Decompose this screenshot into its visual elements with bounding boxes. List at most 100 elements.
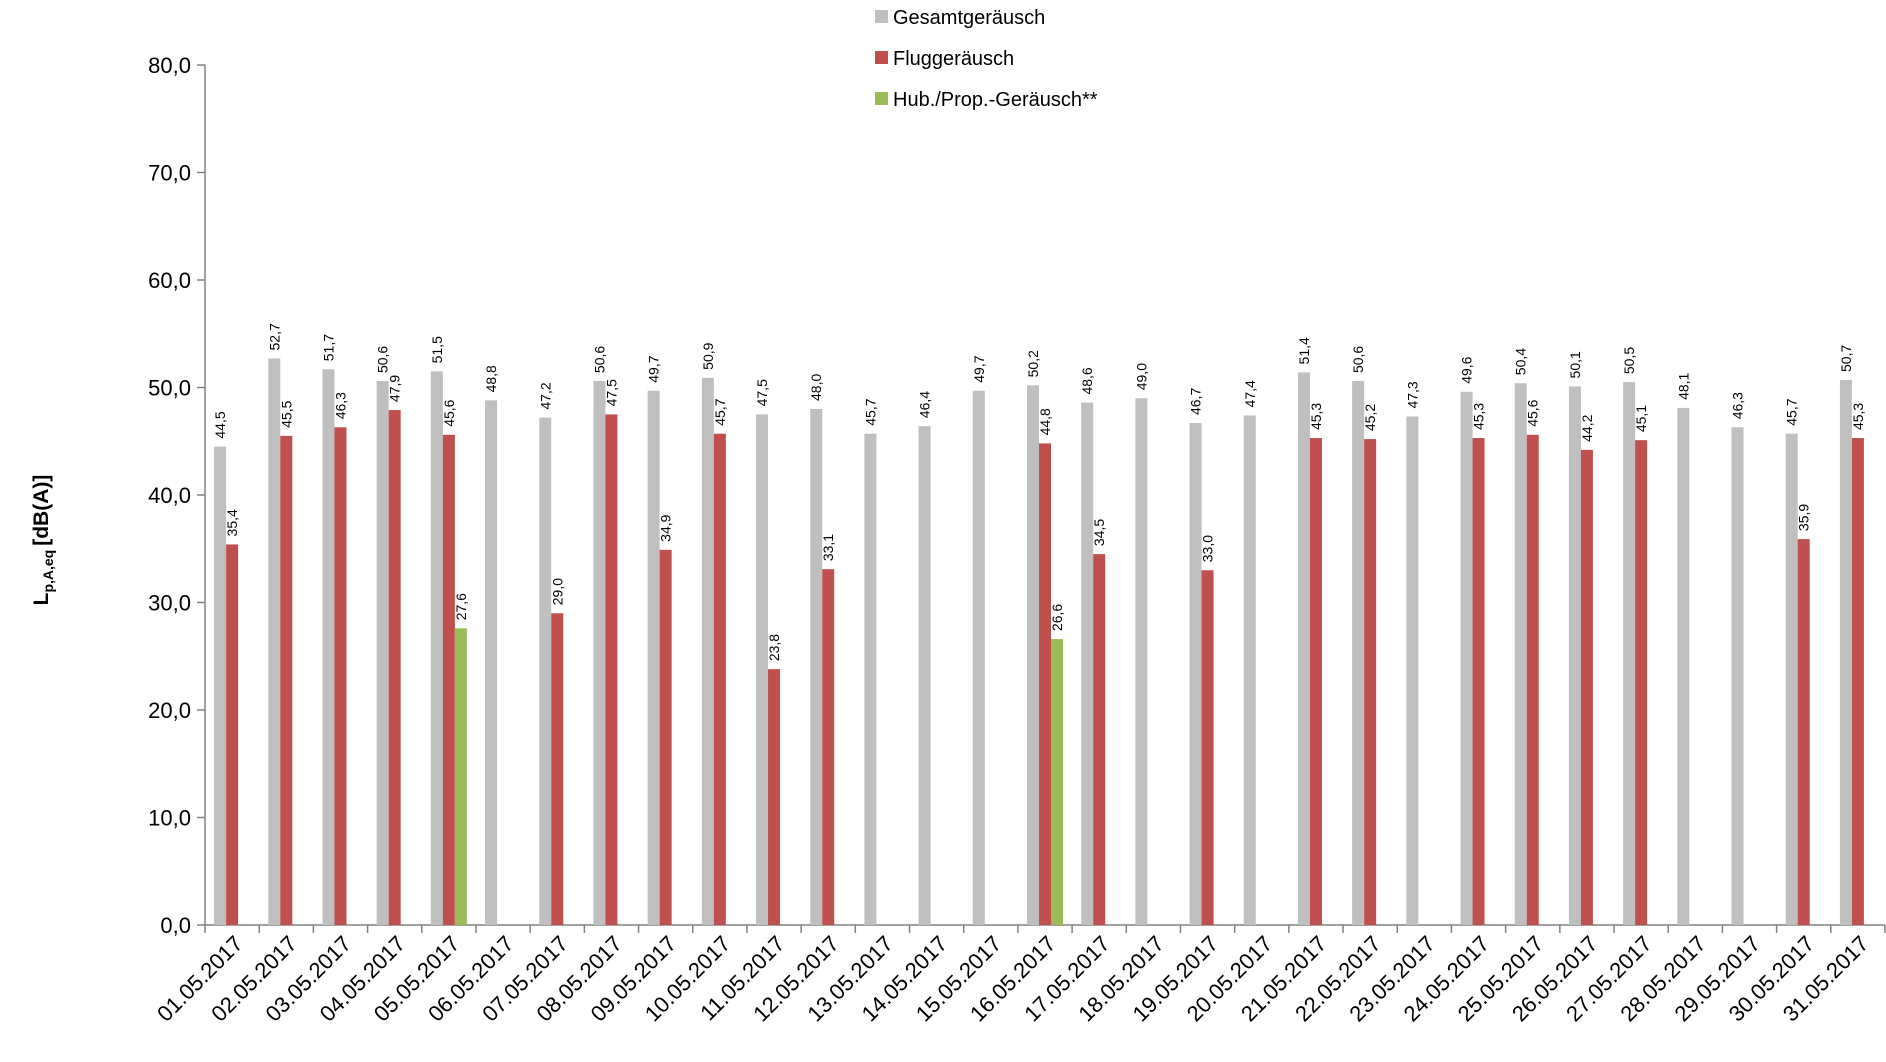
bar — [1732, 427, 1744, 925]
bar — [1569, 386, 1581, 925]
data-label: 45,7 — [1784, 398, 1800, 425]
bar — [485, 400, 497, 925]
data-label: 34,9 — [658, 514, 674, 541]
bar — [1581, 450, 1593, 925]
data-label: 45,1 — [1633, 405, 1649, 432]
data-label: 49,7 — [646, 355, 662, 382]
legend-swatch — [875, 92, 888, 105]
legend-entry-label: Gesamtgeräusch — [893, 7, 1045, 29]
data-label: 33,1 — [820, 534, 836, 561]
data-label: 50,9 — [700, 342, 716, 369]
y-axis-title-subscript: p,A,eq — [40, 550, 56, 593]
bar — [322, 369, 334, 925]
data-label: 49,0 — [1133, 363, 1149, 390]
bar — [377, 381, 389, 925]
bar — [389, 410, 401, 925]
bar — [280, 436, 292, 925]
bar — [1135, 398, 1147, 925]
data-label: 46,3 — [1730, 392, 1746, 419]
bar — [810, 409, 822, 925]
data-label: 44,8 — [1037, 408, 1053, 435]
bar — [1051, 639, 1063, 925]
data-label: 51,4 — [1296, 337, 1312, 364]
data-label: 52,7 — [266, 323, 282, 350]
data-label: 47,3 — [1404, 381, 1420, 408]
bar — [593, 381, 605, 925]
data-label: 44,2 — [1579, 414, 1595, 441]
data-label: 35,4 — [224, 509, 240, 536]
bar — [768, 669, 780, 925]
data-label: 48,1 — [1675, 372, 1691, 399]
bar — [1202, 570, 1214, 925]
data-label: 47,4 — [1242, 380, 1258, 407]
bar — [648, 391, 660, 925]
legend: Gesamtgeräusch Fluggeräusch Hub./Prop.-Ger… — [875, 7, 1098, 111]
legend-swatch — [875, 51, 888, 64]
bar — [551, 613, 563, 925]
x-axis: 01.05.201702.05.201703.05.201704.05.2017… — [152, 925, 1885, 1026]
bar — [268, 358, 280, 925]
data-label: 34,5 — [1091, 519, 1107, 546]
bar — [1623, 382, 1635, 925]
data-label: 45,7 — [712, 398, 728, 425]
data-label: 44,5 — [212, 411, 228, 438]
bar — [1190, 423, 1202, 925]
y-axis: 0,010,020,030,040,050,060,070,080,0 — [148, 53, 205, 938]
bar — [1515, 383, 1527, 925]
bar — [1093, 554, 1105, 925]
data-label: 26,6 — [1049, 604, 1065, 631]
data-label: 33,0 — [1200, 535, 1216, 562]
bar — [1852, 438, 1864, 925]
y-tick-label: 20,0 — [148, 698, 191, 723]
data-label: 50,7 — [1838, 345, 1854, 372]
bar — [226, 544, 238, 925]
y-tick-label: 40,0 — [148, 483, 191, 508]
y-axis-title-main: L — [30, 592, 53, 605]
bar — [756, 414, 768, 925]
data-label: 50,4 — [1513, 348, 1529, 375]
data-label: 47,5 — [754, 379, 770, 406]
bar — [973, 391, 985, 925]
data-label: 48,0 — [808, 374, 824, 401]
data-label: 46,3 — [332, 392, 348, 419]
svg-text:Lp,A,eq[dB(A)]: Lp,A,eq [dB(A)] — [30, 475, 56, 606]
bar — [1406, 417, 1418, 925]
bar — [702, 378, 714, 925]
y-tick-label: 50,0 — [148, 376, 191, 401]
bar — [1364, 439, 1376, 925]
y-tick-label: 80,0 — [148, 53, 191, 78]
bar — [605, 414, 617, 925]
bar — [539, 418, 551, 925]
bar — [1635, 440, 1647, 925]
data-label: 45,6 — [1525, 399, 1541, 426]
bar — [1310, 438, 1322, 925]
bar — [822, 569, 834, 925]
legend-swatch — [875, 10, 888, 23]
data-label: 48,8 — [483, 365, 499, 392]
data-label: 46,4 — [917, 391, 933, 418]
y-tick-label: 70,0 — [148, 161, 191, 186]
bar — [1081, 403, 1093, 925]
bar — [1352, 381, 1364, 925]
data-label: 47,9 — [387, 375, 403, 402]
y-tick-label: 60,0 — [148, 268, 191, 293]
y-axis-title: Lp,A,eq [dB(A)] — [30, 475, 56, 606]
data-label: 49,7 — [971, 355, 987, 382]
legend-entry-label: Hub./Prop.-Geräusch** — [893, 89, 1098, 111]
series-flug — [226, 410, 1864, 925]
data-label: 51,7 — [320, 334, 336, 361]
bar — [864, 434, 876, 925]
data-label: 46,7 — [1188, 388, 1204, 415]
data-label: 47,5 — [603, 379, 619, 406]
y-axis-title-unit: [dB(A)] — [30, 475, 53, 546]
bar — [1527, 435, 1539, 925]
data-label: 50,5 — [1621, 347, 1637, 374]
data-label: 45,3 — [1850, 403, 1866, 430]
bar — [455, 628, 467, 925]
data-label: 45,2 — [1362, 404, 1378, 431]
bar — [714, 434, 726, 925]
bar — [1244, 415, 1256, 925]
data-label: 47,2 — [537, 382, 553, 409]
